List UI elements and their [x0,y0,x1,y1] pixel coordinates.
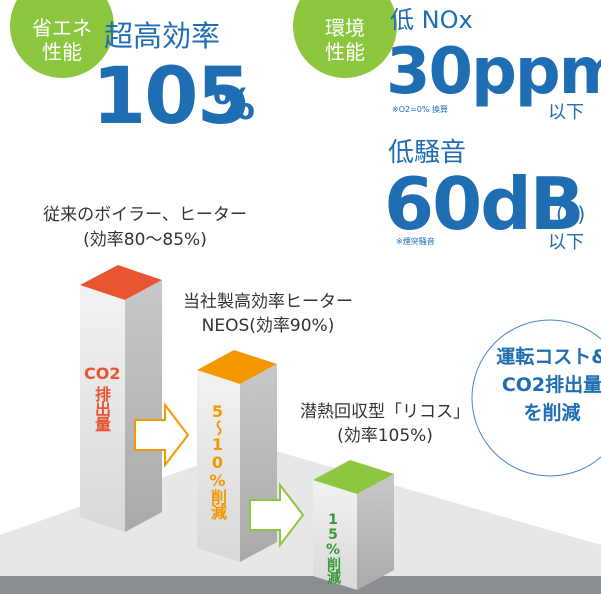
column-label: 従来のボイラー、ヒーター [43,207,247,224]
column-text: 排出量 [93,386,109,431]
value: 30ppm [386,40,601,104]
column-label: NEOS(効率90%) [202,318,335,335]
column-label: (効率105%) [337,428,433,445]
badge-text: 性能 [325,42,365,62]
column-text: CO2 [84,366,120,382]
value: 60dB [384,168,583,240]
column-side [125,280,162,532]
note: ※煙突騒音 [396,238,435,246]
suffix: 以下 [548,234,584,252]
unit: (A) [556,204,585,224]
suffix: 以下 [548,104,584,122]
column-label: 潜熱回収型「リコス」 [300,404,470,421]
column-label: 当社製高効率ヒーター [183,294,353,311]
badge-text: 省エネ [32,18,92,38]
heading: 低 NOx [390,8,473,32]
summary-text: 運転コスト& [496,348,601,367]
column-label: (効率80～85%) [83,232,207,249]
badge-text: 環境 [325,18,365,38]
column-text: 15%削減 [326,512,340,583]
column-side [357,474,394,590]
heading: 超高効率 [104,22,220,51]
bottom-band [0,576,601,594]
infographic: 省エネ 性能 超高効率 105 % 環境 性能 低 NOx 30ppm ※O2=… [0,0,601,594]
summary-text: を削減 [523,404,580,423]
column-text: 5～10%削減 [209,402,225,519]
summary-circle [472,320,601,476]
badge-text: 性能 [42,42,82,62]
summary-text: CO2排出量 [502,376,601,395]
note: ※O2=0% 換算 [392,106,448,114]
unit: % [213,84,253,126]
column-side [240,364,277,562]
